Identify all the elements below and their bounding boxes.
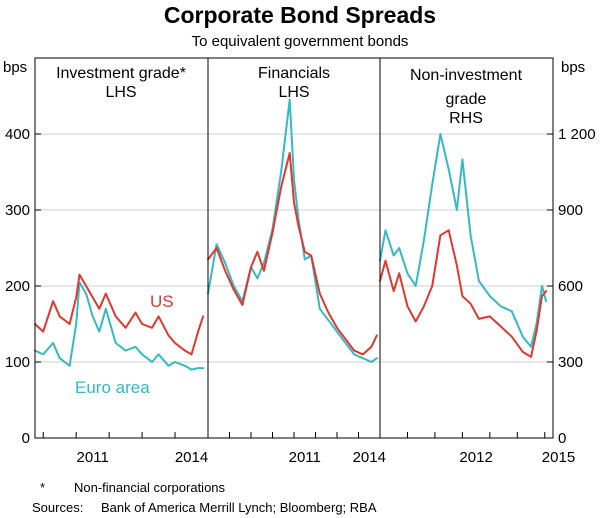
series-label-us: US [150,292,174,311]
right-tick-label: 1 200 [558,126,596,143]
panel-label-line: grade [446,91,487,108]
right-tick-label: 900 [558,202,583,219]
footnote-mark: * [40,480,45,495]
right-tick-label: 0 [558,430,566,447]
series-line-us-financials [207,152,378,356]
panel-label-line: RHS [449,110,483,127]
series-line-euro-non-investment-grade [379,133,548,348]
x-tick-label: 2014 [175,449,208,466]
left-tick-label: 0 [22,430,30,447]
series-label-euro-area: Euro area [75,378,150,397]
axis-ticks: 0 100 200 300 400 0 300 600 900 1 200 2011 2014 2011… [5,126,596,466]
x-tick-label: 2011 [289,449,321,466]
series-line-us-investment-grade [34,273,205,356]
right-tick-label: 300 [558,354,583,371]
left-axis-unit: bps [3,59,27,76]
panel-label-non-investment-grade: Non-investment grade RHS [410,67,523,127]
right-tick-label: 600 [558,278,583,295]
series-lines [34,98,548,371]
right-axis-unit: bps [561,59,585,76]
x-tick-label: 2012 [459,449,492,466]
gridlines [35,133,553,363]
panel-label-line: LHS [105,84,136,101]
left-tick-label: 300 [5,202,30,219]
left-tick-label: 400 [5,126,30,143]
series-line-us-non-investment-grade [379,229,548,358]
panel-label-line: Investment grade* [56,65,186,82]
sources-text: Bank of America Merrill Lynch; Bloomberg… [101,500,377,515]
panel-label-line: Financials [258,65,330,82]
sources-label: Sources: [32,500,83,515]
chart-subtitle: To equivalent government bonds [192,33,409,50]
footnote-text: Non-financial corporations [74,480,226,495]
series-line-euro-investment-grade [34,281,205,371]
panel-label-line: Non-investment [410,67,523,84]
series-line-euro-financials [207,98,378,363]
panel-label-line: LHS [278,84,309,101]
panel-label-financials: Financials LHS [258,65,330,101]
chart-title: Corporate Bond Spreads [164,2,436,28]
x-tick-label: 2014 [353,449,386,466]
left-tick-label: 200 [5,278,30,295]
x-tick-label: 2011 [77,449,109,466]
panel-label-investment-grade: Investment grade* LHS [56,65,186,101]
x-tick-label: 2015 [542,449,575,466]
left-tick-label: 100 [5,354,30,371]
